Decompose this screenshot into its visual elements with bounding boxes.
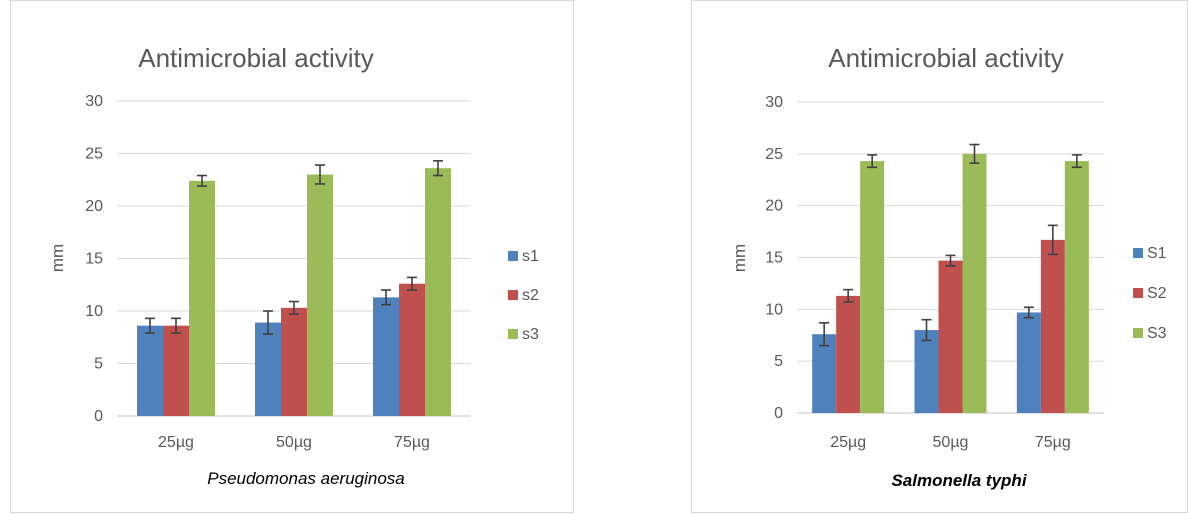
legend-swatch-s1: [1133, 248, 1143, 258]
legend-label-s3: S3: [1147, 325, 1167, 342]
chart-title: Antimicrobial activity: [138, 43, 374, 73]
bar-s3-3: [1064, 161, 1089, 413]
bar-s1-2: [255, 322, 281, 416]
x-tick-label: 75µg: [394, 434, 430, 451]
legend-swatch-s2: [508, 290, 518, 300]
y-tick-label: 5: [774, 353, 783, 370]
bar-s3-1: [860, 161, 885, 413]
bar-s1-1: [812, 334, 837, 413]
y-axis-label: mm: [48, 244, 67, 272]
error-bar-s3-2: [315, 164, 325, 185]
y-tick-label: 30: [765, 94, 783, 111]
bar-s1-2: [914, 330, 939, 413]
legend-label-s1: s1: [522, 248, 539, 265]
bar-s2-3: [1040, 239, 1065, 413]
y-tick-label: 30: [85, 93, 103, 110]
bar-s2-1: [163, 325, 189, 416]
error-bar-s2-3: [1047, 224, 1058, 256]
legend-swatch-s3: [1133, 328, 1143, 338]
legend-swatch-s1: [508, 251, 518, 261]
bar-s3-1: [189, 180, 215, 416]
error-bar-s2-2: [289, 300, 299, 315]
y-tick-label: 10: [765, 301, 783, 318]
bar-s3-2: [962, 153, 987, 414]
y-tick-label: 20: [85, 198, 103, 215]
y-tick-label: 0: [774, 405, 783, 422]
x-axis-label: Salmonella typhi: [891, 471, 1027, 490]
bar-s2-1: [836, 295, 861, 413]
chart-panel-left: Antimicrobial activity 0 5 10 15 20 25 30 mm 25µg…: [10, 0, 574, 513]
x-axis-label: Pseudomonas aeruginosa: [207, 469, 405, 488]
bar-s3-2: [307, 174, 333, 416]
y-axis-label: mm: [730, 244, 749, 272]
error-bar-s2-1: [171, 317, 181, 334]
bar-s2-2: [281, 307, 307, 416]
x-tick-label: 25µg: [830, 434, 866, 451]
legend-label-s2: s2: [522, 287, 539, 304]
y-tick-label: 5: [94, 356, 103, 373]
error-bar-s1-1: [819, 322, 830, 347]
bar-s1-3: [1016, 312, 1041, 413]
legend-swatch-s3: [508, 329, 518, 339]
bar-s2-2: [938, 260, 963, 413]
error-bar-s3-1: [197, 174, 207, 187]
bar-s1-3: [373, 297, 399, 416]
error-bar-s1-1: [145, 317, 155, 334]
chart-panel-right: Antimicrobial activity 0 5 10 15 20 25 30 mm 25µg…: [691, 0, 1188, 513]
error-bar-s2-1: [843, 288, 854, 303]
y-tick-label: 25: [765, 146, 783, 163]
legend-label-s1: S1: [1147, 245, 1167, 262]
error-bar-s2-3: [407, 276, 417, 291]
y-tick-label: 20: [765, 198, 783, 215]
legend-label-s3: s3: [522, 326, 539, 343]
error-bar-s3-3: [433, 160, 443, 177]
x-tick-label: 25µg: [158, 434, 194, 451]
y-tick-label: 15: [765, 250, 783, 267]
bar-chart-right: Antimicrobial activity 0 5 10 15 20 25 30 mm 25µg…: [730, 43, 1167, 490]
bar-chart-left: Antimicrobial activity 0 5 10 15 20 25 30 mm 25µg…: [48, 43, 539, 488]
y-tick-label: 15: [85, 251, 103, 268]
x-tick-label: 50µg: [276, 434, 312, 451]
legend-swatch-s2: [1133, 288, 1143, 298]
error-bar-s1-2: [263, 310, 273, 335]
bar-s3-3: [425, 168, 451, 416]
error-bar-s1-3: [1023, 306, 1034, 319]
legend-label-s2: S2: [1147, 285, 1167, 302]
x-tick-label: 50µg: [933, 434, 969, 451]
error-bar-s1-3: [381, 289, 391, 306]
error-bar-s2-2: [945, 254, 956, 267]
error-bar-s3-3: [1071, 154, 1082, 169]
y-tick-label: 10: [85, 303, 103, 320]
y-tick-label: 25: [85, 146, 103, 163]
error-bar-s3-1: [867, 154, 878, 169]
chart-title: Antimicrobial activity: [828, 43, 1064, 73]
y-tick-label: 0: [94, 408, 103, 425]
error-bar-s3-2: [969, 143, 980, 164]
bar-s2-3: [399, 283, 425, 416]
x-tick-label: 75µg: [1035, 434, 1071, 451]
bar-s1-1: [137, 325, 163, 416]
error-bar-s1-2: [921, 318, 932, 342]
